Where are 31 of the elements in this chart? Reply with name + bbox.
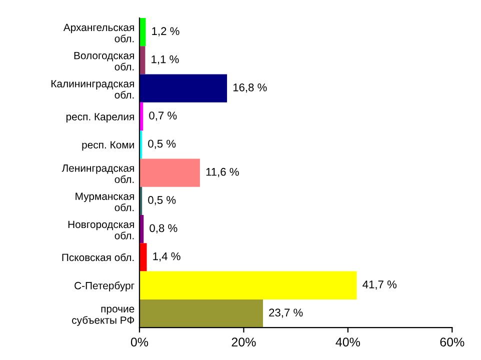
y-tick-label: Новгородская обл. bbox=[68, 220, 134, 240]
y-tick-label: Калининградская обл. bbox=[52, 80, 134, 99]
bar bbox=[139, 158, 200, 187]
y-tick-label: респ. Карелия bbox=[66, 113, 134, 122]
x-tick-label: 40% bbox=[336, 338, 360, 347]
y-tick-label: Псковская обл. bbox=[62, 253, 134, 262]
data-label: 11,6 % bbox=[206, 168, 239, 178]
data-label: 1,2 % bbox=[152, 27, 180, 36]
y-tick-label: Ленинградская обл. bbox=[62, 164, 134, 184]
y-tick-label: респ. Коми bbox=[82, 141, 134, 151]
data-label: 0,5 % bbox=[148, 140, 176, 149]
bar bbox=[139, 243, 147, 272]
y-tick-label: Архангельская обл. bbox=[63, 24, 134, 42]
data-label: 0,7 % bbox=[149, 112, 177, 121]
data-label: 0,5 % bbox=[148, 196, 176, 206]
y-tick-label: прочие субъекты РФ bbox=[72, 306, 134, 326]
bar bbox=[139, 74, 228, 102]
x-tick-label: 0% bbox=[130, 338, 148, 347]
data-label: 16,8 % bbox=[233, 83, 267, 93]
bar bbox=[139, 299, 263, 328]
bar bbox=[139, 271, 357, 300]
y-tick-label: С-Петербург bbox=[74, 282, 134, 292]
y-tick-label: Вологодская обл. bbox=[74, 52, 134, 70]
y-tick-label: Мурманская обл. bbox=[76, 192, 134, 212]
data-label: 41,7 % bbox=[362, 280, 397, 290]
data-label: 1,4 % bbox=[153, 252, 180, 262]
x-tick-label: 20% bbox=[232, 338, 256, 347]
data-label: 23,7 % bbox=[269, 308, 303, 318]
data-label: 1,1 % bbox=[152, 55, 179, 65]
data-label: 0,8 % bbox=[150, 224, 178, 234]
x-tick-label: 60% bbox=[440, 338, 464, 347]
